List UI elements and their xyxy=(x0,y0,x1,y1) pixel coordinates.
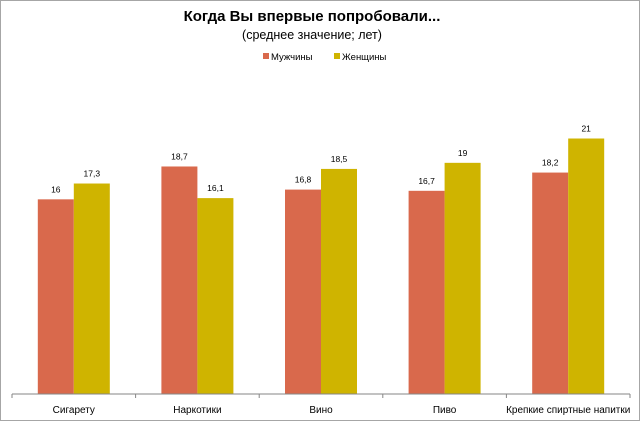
data-label: 16,1 xyxy=(207,183,224,193)
bar-women-2 xyxy=(197,198,234,394)
bar-women-4 xyxy=(444,162,481,394)
data-label: 19 xyxy=(458,148,468,158)
x-ticks-group xyxy=(11,394,631,398)
x-tick-label: Вино xyxy=(309,405,333,416)
data-label: 16,8 xyxy=(295,175,312,185)
chart-title: Когда Вы впервые попробовали... xyxy=(184,8,441,25)
bar-women-1 xyxy=(73,183,110,394)
x-labels-group: Сигарету Наркотики Вино Пиво Крепкие спиртны… xyxy=(53,405,631,416)
chart-subtitle: (среднее значение; лет) xyxy=(242,28,382,42)
data-label: 21 xyxy=(581,124,591,134)
legend-label-men: Мужчины xyxy=(271,52,313,63)
data-label: 17,3 xyxy=(84,169,101,179)
bar-men-3 xyxy=(285,189,321,394)
bar-women-3 xyxy=(321,168,357,394)
x-tick-label: Сигарету xyxy=(53,405,95,416)
legend: Мужчины Женщины xyxy=(263,52,387,63)
value-labels-group: 16 17,3 18,7 16,1 16,8 18,5 16,7 19 18,2 21 xyxy=(51,124,591,195)
data-label: 16 xyxy=(51,184,61,194)
data-label: 18,5 xyxy=(331,154,348,164)
bar-men-2 xyxy=(161,166,198,394)
x-tick-label: Крепкие спиртные напитки xyxy=(506,405,630,416)
legend-swatch-women xyxy=(334,53,340,59)
data-label: 16,7 xyxy=(418,176,435,186)
bar-women-5 xyxy=(568,138,605,394)
legend-label-women: Женщины xyxy=(342,52,387,63)
bar-men-1 xyxy=(37,199,74,394)
data-label: 18,7 xyxy=(171,151,188,161)
bar-men-5 xyxy=(532,172,569,394)
bars-group xyxy=(37,138,605,394)
legend-swatch-men xyxy=(263,53,269,59)
data-label: 18,2 xyxy=(542,158,559,168)
bar-men-4 xyxy=(408,190,445,394)
x-tick-label: Пиво xyxy=(433,405,457,416)
x-tick-label: Наркотики xyxy=(173,405,221,416)
